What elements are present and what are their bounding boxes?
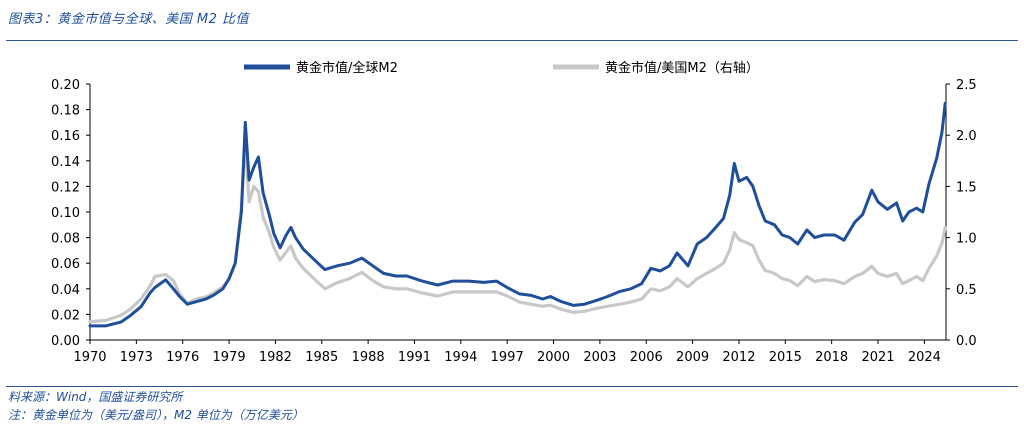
x-tick-label: 2006 [630, 350, 663, 364]
top-rule [6, 40, 1018, 41]
x-tick-label: 2000 [537, 350, 570, 364]
y-left-tick-label: 0.04 [51, 283, 80, 298]
y-right-tick-label: 1.5 [956, 180, 977, 195]
y-right-tick-label: 2.0 [956, 129, 977, 144]
x-tick-label: 1970 [73, 350, 106, 364]
y-left-tick-label: 0.08 [51, 232, 80, 247]
x-tick-label: 2009 [676, 350, 709, 364]
x-tick-label: 1982 [259, 350, 292, 364]
x-tick-label: 1976 [166, 350, 199, 364]
y-left-tick-label: 0.06 [51, 257, 80, 272]
y-left-tick-label: 0.16 [51, 129, 80, 144]
y-right-tick-label: 0.0 [956, 334, 977, 349]
y-right-tick-label: 2.5 [956, 78, 977, 93]
x-tick-label: 1985 [305, 350, 338, 364]
x-tick-label: 2018 [815, 350, 848, 364]
series-line-gold-global-m2 [88, 101, 947, 328]
bottom-rule [6, 386, 1018, 387]
y-left-tick-label: 0.12 [51, 180, 80, 195]
x-tick-label: 2024 [908, 350, 941, 364]
x-tick-label: 2021 [861, 350, 894, 364]
figure-title: 图表3：黄金市值与全球、美国 M2 比值 [8, 12, 250, 27]
x-tick-label: 2012 [722, 350, 755, 364]
y-left-tick-label: 0.18 [51, 104, 80, 119]
legend-label-series2: 黄金市值/美国M2（右轴） [605, 60, 759, 76]
x-tick-label: 1994 [444, 350, 477, 364]
x-tick-label: 1997 [491, 350, 524, 364]
axes: 0.00 0.02 0.04 0.06 0.08 0.10 0.12 0.14 0.16 0.18… [51, 78, 977, 364]
y-right-tick-label: 0.5 [956, 283, 977, 298]
y-left-tick-label: 0.02 [51, 308, 80, 323]
remark-note: 注：黄金单位为（美元/盎司），M2 单位为（万亿美元） [8, 408, 304, 422]
y-left-tick-label: 0.10 [51, 206, 80, 221]
y-right-tick-label: 1.0 [956, 232, 977, 247]
chart: 0.00 0.02 0.04 0.06 0.08 0.10 0.12 0.14 0.16 0.18… [51, 60, 977, 364]
x-tick-label: 1973 [120, 350, 153, 364]
x-tick-label: 1979 [213, 350, 246, 364]
x-tick-label: 2015 [769, 350, 802, 364]
legend-label-series1: 黄金市值/全球M2 [296, 60, 398, 76]
y-left-tick-label: 0.00 [51, 334, 80, 349]
legend: 黄金市值/全球M2 黄金市值/美国M2（右轴） [244, 60, 759, 76]
y-left-tick-label: 0.14 [51, 155, 80, 170]
x-tick-label: 2003 [583, 350, 616, 364]
y-left-tick-label: 0.20 [51, 78, 80, 93]
x-tick-label: 1991 [398, 350, 431, 364]
series-layer [88, 101, 947, 328]
source-note: 料来源：Wind，国盛证券研究所 [8, 390, 183, 404]
x-tick-label: 1988 [352, 350, 385, 364]
